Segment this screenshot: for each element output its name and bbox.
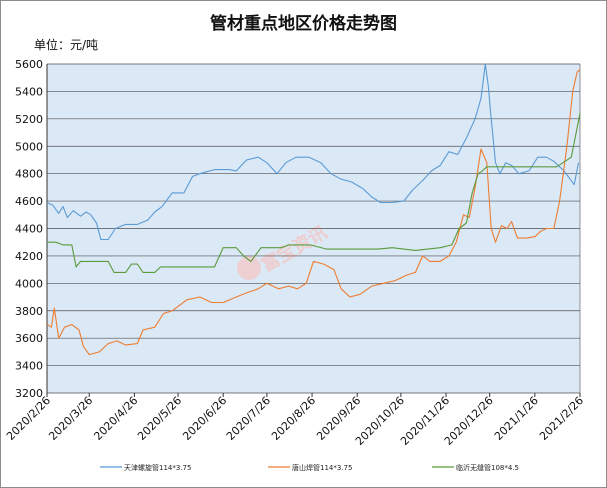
- y-axis-ticks: 3200 3400 3600 3800 4000 4200 4400 4600 4800 5000…: [15, 58, 43, 400]
- x-tick-label: 2020/7/26: [224, 394, 273, 443]
- y-tick-label: 3400: [15, 360, 43, 373]
- legend-label-1: 天津螺旋管114*3.75: [124, 463, 191, 472]
- unit-label: 单位：元/吨: [34, 38, 99, 52]
- series-line-3: [47, 113, 581, 273]
- watermark-logo: [237, 256, 261, 280]
- series-line-2: [46, 69, 581, 356]
- y-tick-label: 5000: [15, 140, 43, 153]
- x-tick-label: 2020/6/26: [180, 394, 229, 443]
- y-tick-label: 5200: [15, 113, 43, 126]
- series-lines: [46, 63, 581, 356]
- chart-title: 管材重点地区价格走势图: [210, 14, 397, 34]
- x-tick-label: 2020/4/26: [91, 394, 140, 443]
- x-tick-label: 2020/5/26: [135, 394, 184, 443]
- y-tick-label: 4600: [15, 195, 43, 208]
- x-tick-label: 2020/2/26: [4, 394, 53, 443]
- legend-label-3: 临沂无缝管108*4.5: [456, 463, 519, 472]
- y-tick-label: 3600: [15, 332, 43, 345]
- x-tick-label: 2020/3/26: [46, 394, 95, 443]
- y-tick-label: 4200: [15, 250, 43, 263]
- legend-label-2: 唐山焊管114*3.75: [292, 463, 352, 472]
- x-tick-label: 2021/2/26: [537, 394, 586, 443]
- y-tick-label: 4800: [15, 168, 43, 181]
- y-tick-label: 3200: [15, 387, 43, 400]
- x-tick-label: 2020/8/26: [269, 394, 318, 443]
- x-tick-label: 2021/1/26: [492, 394, 541, 443]
- y-tick-label: 4400: [15, 223, 43, 236]
- y-tick-label: 3800: [15, 305, 43, 318]
- y-tick-label: 4000: [15, 277, 43, 290]
- legend: 天津螺旋管114*3.75 唐山焊管114*3.75 临沂无缝管108*4.5: [100, 463, 519, 472]
- y-tick-label: 5600: [15, 58, 43, 71]
- x-axis-ticks: 2020/2/262020/3/262020/4/262020/5/262020…: [4, 393, 586, 448]
- y-tick-label: 5400: [15, 85, 43, 98]
